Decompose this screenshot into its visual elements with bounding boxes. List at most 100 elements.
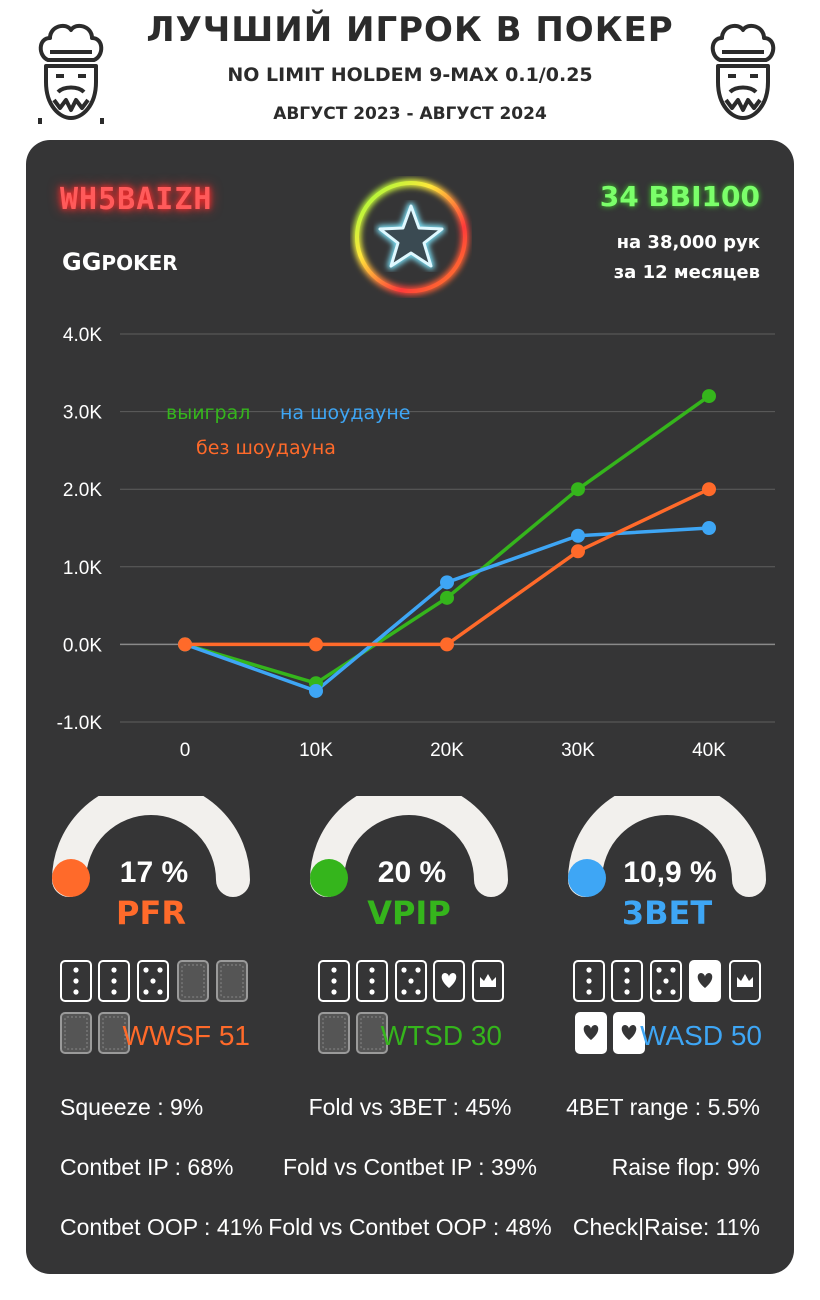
page-title: ЛУЧШИЙ ИГРОК В ПОКЕР (146, 10, 674, 50)
card-pattern (181, 964, 205, 998)
data-point (571, 544, 585, 559)
data-point (440, 637, 454, 652)
stats-panel (26, 140, 794, 1274)
gauge-marker (52, 859, 90, 897)
pip (73, 978, 79, 984)
card-five-icon (395, 960, 427, 1002)
pip (111, 989, 117, 995)
card-pattern (360, 1016, 384, 1050)
card-back (356, 1012, 388, 1054)
pip (111, 967, 117, 973)
pip (331, 978, 337, 984)
pip (157, 967, 163, 973)
card-icons (60, 960, 761, 1054)
pip (656, 967, 662, 973)
gauge-vpip (310, 796, 508, 897)
legend-label: выиграл (166, 402, 250, 424)
stat-4bet-range: 4BET range : 5.5% (566, 1094, 760, 1120)
card-back (98, 1012, 130, 1054)
legend-label: на шоудауне (280, 402, 411, 424)
card-two-icon (98, 960, 130, 1002)
star-badge-icon (353, 179, 469, 295)
card-two-icon (356, 960, 388, 1002)
pip (331, 967, 337, 973)
card-two-icon (60, 960, 92, 1002)
card-two-icon (611, 960, 643, 1002)
pip (111, 978, 117, 984)
heart-pip (583, 1025, 599, 1040)
gauge-value: 20 % (377, 856, 447, 889)
pip (586, 978, 592, 984)
y-tick-label: -1.0K (57, 713, 103, 734)
card-heart-w-icon (689, 960, 721, 1002)
card-back-icon (356, 1012, 388, 1054)
pip (401, 967, 407, 973)
data-point (702, 482, 716, 497)
crown-pip (480, 974, 496, 987)
months-count: за 12 месяцев (613, 262, 760, 283)
chef-king-icon-left (38, 23, 104, 124)
card-five-icon (650, 960, 682, 1002)
crown-pip (737, 974, 753, 987)
page-subtitle: NO LIMIT HOLDEM 9-MAX 0.1/0.25 (227, 64, 593, 86)
pip (670, 989, 676, 995)
card-two-icon (573, 960, 605, 1002)
card-heart-w-icon (575, 1012, 607, 1054)
card-back (60, 1012, 92, 1054)
stat-squeeze: Squeeze : 9% (60, 1094, 204, 1120)
card-back (318, 1012, 350, 1054)
page-period: АВГУСТ 2023 - АВГУСТ 2024 (273, 104, 547, 124)
pip (408, 978, 414, 984)
data-point (702, 521, 716, 535)
pip (369, 967, 375, 973)
data-point (440, 575, 454, 590)
gauge-track (568, 796, 766, 897)
hands-count: на 38,000 рук (616, 232, 760, 253)
gauge-label: PFR (116, 894, 186, 932)
pip (670, 967, 676, 973)
pip (624, 989, 630, 995)
wasd-label: WASD 50 (640, 1020, 762, 1051)
card-two-icon (318, 960, 350, 1002)
card-crown-icon (729, 960, 761, 1002)
card-back-icon (318, 1012, 350, 1054)
stat-contbet-ip: Contbet IP : 68% (60, 1154, 234, 1180)
pip (73, 967, 79, 973)
card-heart-icon (433, 960, 465, 1002)
pip (415, 967, 421, 973)
gauge-track (310, 796, 508, 897)
pip (150, 978, 156, 984)
card-back-icon (60, 1012, 92, 1054)
y-tick-label: 1.0K (63, 558, 102, 579)
card-pattern (102, 1016, 126, 1050)
pip (415, 989, 421, 995)
x-tick-label: 40K (692, 740, 726, 761)
pip (331, 989, 337, 995)
pip (586, 989, 592, 995)
card-back (216, 960, 248, 1002)
data-point (571, 528, 585, 543)
data-point (571, 482, 585, 497)
pip (157, 989, 163, 995)
heart-pip (621, 1025, 637, 1040)
data-point (309, 637, 323, 652)
card-pattern (220, 964, 244, 998)
card-pattern (64, 1016, 88, 1050)
data-point (440, 590, 454, 605)
gauge-value: 17 % (119, 856, 189, 889)
pip (624, 978, 630, 984)
winrate: 34 BBI100 (599, 180, 760, 213)
card-heart-w-icon (613, 1012, 645, 1054)
y-tick-label: 3.0K (63, 403, 102, 424)
card-five-icon (137, 960, 169, 1002)
card-back-icon (98, 1012, 130, 1054)
player-name: WH5BAIZH (60, 182, 213, 217)
room-logo: GGPOKER (62, 248, 178, 276)
card-back-icon (177, 960, 209, 1002)
gauge-label: 3BET (621, 894, 713, 932)
heart-pip (441, 973, 457, 988)
pip (656, 989, 662, 995)
stat-fold-vs-contbet-ip: Fold vs Contbet IP : 39% (283, 1154, 537, 1180)
heart-pip (697, 973, 713, 988)
stat-contbet-oop: Contbet OOP : 41% (60, 1214, 263, 1240)
